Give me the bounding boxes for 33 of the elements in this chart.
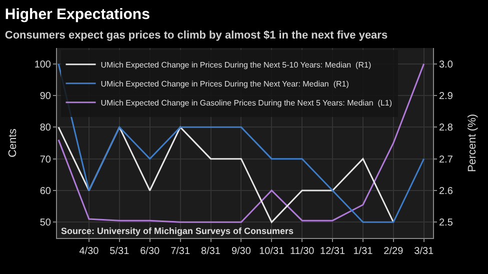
legend-label: UMich Expected Change in Gasoline Prices During the Next 5 Years: Median (L1)	[100, 98, 392, 108]
y-tick-label: 90	[40, 91, 52, 102]
y2-tick-label: 2.9	[439, 91, 454, 102]
y-axis-title: Cents	[6, 128, 19, 158]
y2-tick-label: 2.5	[439, 218, 454, 229]
y-tick-label: 50	[40, 218, 52, 229]
y-tick-label: 60	[40, 186, 52, 197]
x-tick-label: 1/31	[353, 246, 374, 257]
x-tick-label: 11/30	[290, 246, 315, 257]
x-tick-label: 12/31	[320, 246, 346, 257]
y2-axis-title: Percent (%)	[466, 114, 479, 172]
x-tick-label: 9/30	[231, 246, 252, 257]
y2-tick-label: 2.8	[439, 122, 454, 134]
x-tick-label: 10/31	[259, 246, 285, 257]
x-tick-label: 8/31	[201, 246, 221, 257]
x-tick-label: 4/30	[79, 246, 100, 257]
y2-tick-label: 2.6	[439, 186, 454, 197]
x-tick-label: 3/31	[414, 246, 434, 257]
x-tick-label: 7/31	[170, 246, 190, 257]
x-tick-label: 2/29	[384, 246, 404, 257]
legend-label: UMich Expected Change in Prices During the Next Year: Median (R1)	[100, 80, 350, 89]
annotation: Source: University of Michigan Surveys of Consumers	[61, 226, 294, 236]
chart-subtitle: Consumers expect gas prices to climb by almost $1 in the next five years	[4, 30, 388, 42]
y2-tick-label: 3.0	[439, 59, 454, 70]
chart-title: Higher Expectations	[4, 6, 150, 24]
legend-label: UMich Expected Change in Prices During the Next 5-10 Years: Median (R1)	[100, 60, 372, 70]
y2-tick-label: 2.7	[439, 154, 454, 166]
line-series	[58, 63, 425, 223]
x-tick-label: 6/30	[140, 246, 160, 257]
y-tick-label: 80	[40, 122, 52, 134]
x-tick-label: 5/31	[110, 246, 130, 257]
y-tick-label: 100	[34, 59, 52, 70]
y-tick-label: 70	[40, 154, 52, 166]
